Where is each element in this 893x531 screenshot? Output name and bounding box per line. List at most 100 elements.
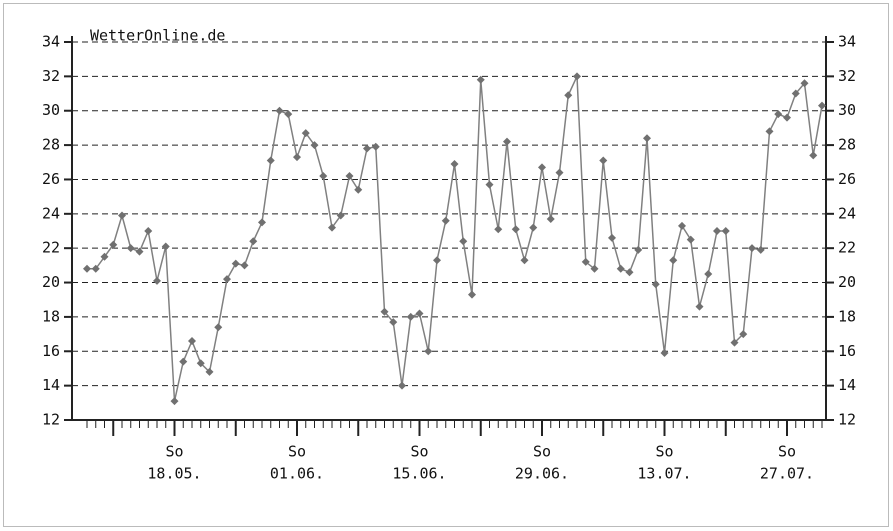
y2-tick-label: 24: [838, 204, 856, 222]
data-point: [100, 252, 109, 261]
data-point: [713, 227, 721, 235]
data-point: [118, 211, 126, 220]
data-point: [739, 330, 748, 339]
data-point: [214, 323, 223, 332]
x-tick-label: So: [778, 443, 796, 461]
data-point: [468, 290, 476, 299]
data-point: [721, 227, 730, 235]
data-point: [266, 156, 275, 165]
data-point: [231, 259, 240, 268]
y-tick-label: 22: [42, 239, 60, 257]
data-point: [205, 367, 214, 376]
y2-tick-label: 30: [838, 101, 856, 119]
x-tick-label: 15.06.: [392, 465, 446, 483]
data-point: [695, 302, 704, 311]
data-point: [783, 113, 791, 122]
data-point: [196, 359, 205, 368]
data-point: [538, 163, 546, 172]
data-point: [161, 242, 170, 251]
data-point: [91, 264, 100, 273]
data-point: [398, 381, 406, 390]
data-point: [345, 172, 354, 181]
data-point: [529, 223, 538, 232]
data-point: [669, 256, 678, 265]
data-point: [573, 72, 581, 81]
data-point: [319, 172, 328, 181]
data-point: [503, 137, 511, 146]
data-point: [354, 185, 363, 194]
data-point: [485, 180, 494, 189]
y-tick-label: 32: [42, 67, 60, 85]
data-point: [800, 79, 809, 88]
y2-tick-label: 16: [838, 342, 856, 360]
y2-tick-label: 18: [838, 307, 856, 325]
x-tick-label: 27.07.: [760, 465, 814, 483]
data-point: [581, 257, 590, 266]
data-point: [109, 240, 118, 249]
data-point: [406, 312, 415, 321]
data-point: [170, 397, 179, 406]
data-point: [144, 227, 153, 235]
y2-tick-label: 28: [838, 136, 856, 154]
y-tick-label: 16: [42, 342, 60, 360]
data-point: [240, 261, 249, 270]
data-point: [310, 141, 319, 150]
data-point: [765, 127, 774, 136]
data-point: [511, 225, 520, 234]
y-tick-label: 18: [42, 307, 60, 325]
data-point: [564, 91, 573, 100]
data-point: [748, 244, 756, 253]
x-tick-label: 01.06.: [270, 465, 324, 483]
data-point: [126, 244, 135, 253]
y2-tick-label: 14: [838, 376, 856, 394]
x-tick-label: So: [288, 443, 306, 461]
y-tick-label: 34: [42, 33, 60, 51]
data-point: [791, 89, 800, 98]
data-point: [415, 309, 424, 318]
data-point: [616, 264, 625, 273]
data-point: [546, 214, 555, 223]
panel-border: [3, 3, 889, 527]
data-point: [389, 318, 398, 327]
data-point: [363, 144, 371, 153]
data-point: [328, 223, 336, 232]
chart-title: WetterOnline.de: [90, 27, 225, 45]
data-point: [476, 75, 485, 84]
data-point: [336, 211, 345, 220]
x-tick-label: So: [410, 443, 428, 461]
y2-tick-label: 32: [838, 67, 856, 85]
y2-tick-label: 26: [838, 170, 856, 188]
data-point: [818, 101, 826, 110]
data-point: [704, 269, 713, 278]
data-point: [179, 357, 188, 366]
y-tick-label: 12: [42, 411, 60, 429]
y-tick-label: 28: [42, 136, 60, 154]
data-point: [153, 276, 161, 285]
data-point: [634, 245, 643, 254]
data-point: [371, 142, 380, 151]
data-point: [555, 168, 564, 177]
x-tick-label: 18.05.: [147, 465, 201, 483]
data-point: [608, 233, 616, 242]
data-point: [590, 264, 599, 273]
data-point: [424, 347, 433, 356]
data-point: [450, 159, 459, 168]
y2-tick-label: 20: [838, 273, 856, 291]
data-point: [258, 218, 266, 227]
data-point: [188, 336, 196, 345]
y-tick-label: 20: [42, 273, 60, 291]
y2-tick-label: 22: [838, 239, 856, 257]
data-point: [599, 156, 608, 165]
data-point: [293, 153, 301, 162]
data-point: [660, 348, 669, 357]
data-point: [494, 225, 503, 234]
data-point: [774, 110, 783, 119]
data-point: [686, 235, 695, 244]
data-point: [301, 129, 310, 138]
x-tick-label: So: [165, 443, 183, 461]
data-point: [83, 264, 91, 273]
data-point: [730, 338, 739, 347]
data-point: [441, 216, 450, 225]
